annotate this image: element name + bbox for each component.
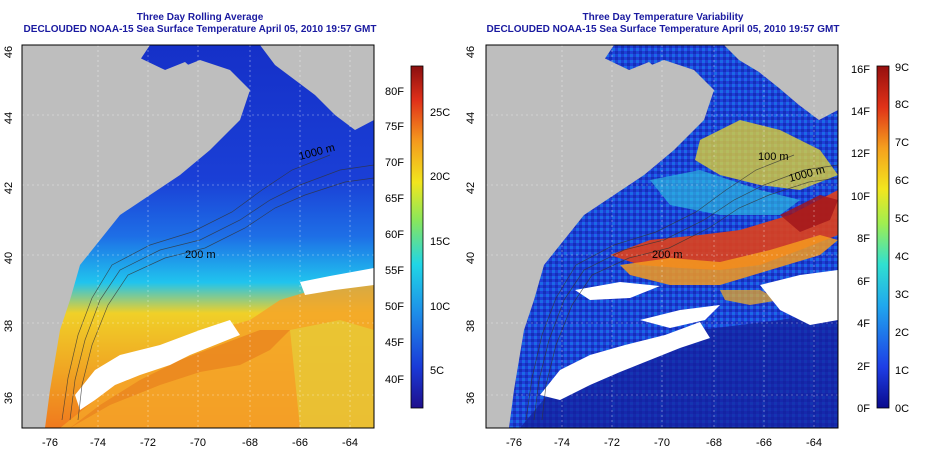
right-cb-c-label: 2C: [895, 327, 909, 339]
left-nodata-region: [75, 320, 240, 410]
left-cb-f-label: 55F: [385, 265, 404, 277]
right-lon-tick: -66: [756, 437, 772, 449]
left-lon-tick: -74: [90, 437, 106, 449]
left-contour-label-100: 200 m: [185, 249, 216, 261]
left-cb-c-label: 10C: [430, 301, 450, 313]
left-title: Three Day Rolling Average: [136, 12, 264, 23]
left-lon-axis: -76 -74 -72 -70 -68 -66 -64: [42, 437, 358, 449]
right-colorbar-scale: [876, 65, 890, 409]
right-lon-tick: -72: [604, 437, 620, 449]
right-title: Three Day Temperature Variability: [582, 12, 744, 23]
left-lat-tick: 40: [3, 252, 15, 264]
left-cb-f-label: 50F: [385, 301, 404, 313]
left-lat-tick: 44: [3, 112, 15, 124]
left-lat-tick: 36: [3, 392, 15, 404]
left-lon-tick: -70: [190, 437, 206, 449]
right-cb-f-label: 0F: [857, 403, 870, 415]
right-cb-f-label: 2F: [857, 361, 870, 373]
left-cb-c-label: 5C: [430, 365, 444, 377]
right-landmass: [486, 45, 664, 428]
left-cb-c-label: 25C: [430, 107, 450, 119]
left-cb-f-label: 65F: [385, 193, 404, 205]
left-cb-c-label: 15C: [430, 236, 450, 248]
left-cb-f-label: 75F: [385, 121, 404, 133]
right-lat-tick: 38: [465, 320, 477, 332]
left-subtitle: DECLOUDED NOAA-15 Sea Surface Temperatur…: [23, 24, 377, 35]
left-cb-f-label: 70F: [385, 157, 404, 169]
left-lat-axis: 36 38 40 42 44 46: [3, 46, 15, 404]
left-cb-f-label: 40F: [385, 374, 404, 386]
left-lat-tick: 46: [3, 46, 15, 58]
left-lon-tick: -68: [242, 437, 258, 449]
right-lat-tick: 36: [465, 392, 477, 404]
right-lon-tick: -74: [554, 437, 570, 449]
left-cb-c-label: 20C: [430, 171, 450, 183]
right-bathymetry-contours: [525, 154, 838, 421]
left-landmass: [22, 45, 200, 428]
left-lat-tick: 38: [3, 320, 15, 332]
right-cb-f-label: 10F: [851, 191, 870, 203]
right-cb-c-label: 8C: [895, 99, 909, 111]
left-cb-f-label: 80F: [385, 86, 404, 98]
left-lon-tick: -72: [140, 437, 156, 449]
right-cb-c-label: 3C: [895, 289, 909, 301]
right-cb-f-label: 14F: [851, 106, 870, 118]
right-lon-tick: -76: [506, 437, 522, 449]
right-cb-c-label: 6C: [895, 175, 909, 187]
right-cb-f-label: 8F: [857, 233, 870, 245]
left-gridlines: [22, 45, 374, 428]
right-cb-c-label: 5C: [895, 213, 909, 225]
right-lon-tick: -64: [806, 437, 822, 449]
right-cb-c-label: 9C: [895, 62, 909, 74]
right-nodata-region: [540, 322, 710, 400]
right-lat-tick: 44: [465, 112, 477, 124]
right-lat-tick: 40: [465, 252, 477, 264]
left-colorbar: 40F 45F 50F 55F 60F 65F 70F 75F 80F 5C 1…: [385, 65, 450, 409]
right-cb-c-label: 7C: [895, 137, 909, 149]
right-lon-tick: -68: [706, 437, 722, 449]
right-cb-f-label: 6F: [857, 276, 870, 288]
left-cb-f-label: 45F: [385, 337, 404, 349]
right-gridlines: [486, 45, 838, 428]
right-subtitle: DECLOUDED NOAA-15 Sea Surface Temperatur…: [486, 24, 840, 35]
right-cb-f-label: 16F: [851, 64, 870, 76]
left-lon-tick: -76: [42, 437, 58, 449]
right-lon-axis: -76 -74 -72 -70 -68 -66 -64: [506, 437, 822, 449]
left-cb-f-label: 60F: [385, 229, 404, 241]
right-lat-axis: 36 38 40 42 44 46: [465, 46, 477, 404]
right-cb-f-label: 12F: [851, 148, 870, 160]
right-colorbar: 0F 2F 4F 6F 8F 10F 12F 14F 16F 0C 1C 2C …: [851, 62, 909, 415]
right-lat-tick: 42: [465, 182, 477, 194]
left-colorbar-scale: [410, 65, 424, 409]
right-variability-moderate: [695, 120, 838, 190]
right-lon-tick: -70: [654, 437, 670, 449]
left-lon-tick: -64: [342, 437, 358, 449]
right-cb-f-label: 4F: [857, 318, 870, 330]
left-bathymetry-contours: [61, 154, 374, 421]
left-lon-tick: -66: [292, 437, 308, 449]
right-cb-c-label: 4C: [895, 251, 909, 263]
right-lat-tick: 46: [465, 46, 477, 58]
right-map-panel: 200 m 100 m 1000 m: [485, 44, 839, 429]
left-lat-tick: 42: [3, 182, 15, 194]
right-cb-c-label: 1C: [895, 365, 909, 377]
right-cb-c-label: 0C: [895, 403, 909, 415]
left-map-panel: 200 m 1000 m: [21, 44, 375, 429]
right-contour-label-100-gom: 100 m: [758, 151, 789, 163]
